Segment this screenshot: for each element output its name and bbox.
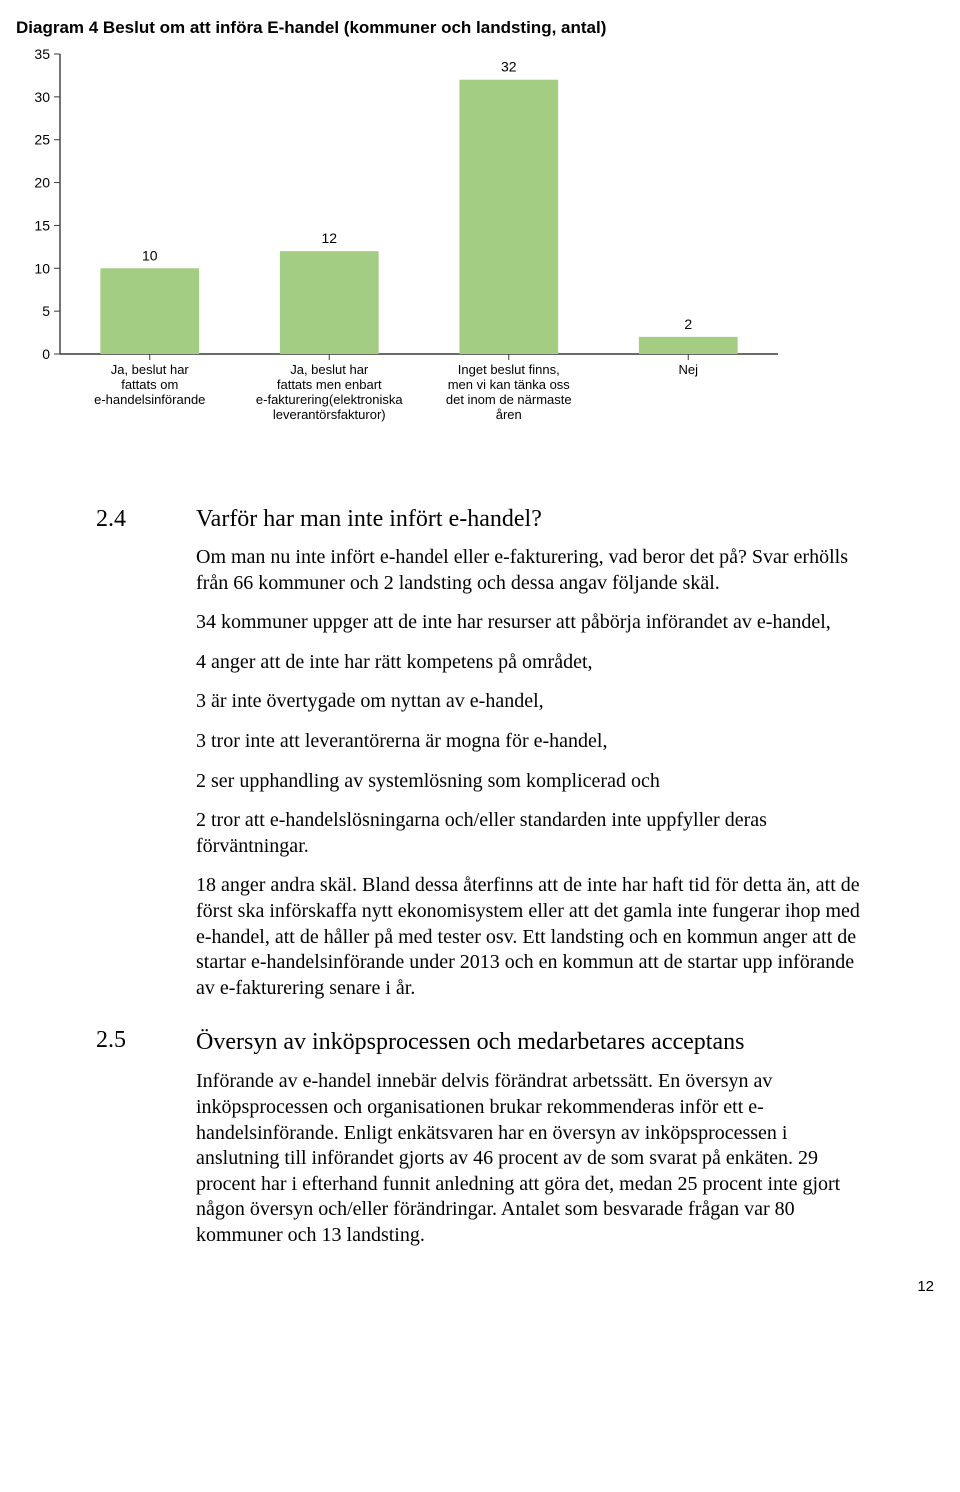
section-title: Varför har man inte infört e-handel? [196,506,864,533]
svg-text:Ja, beslut harfattats men enba: Ja, beslut harfattats men enbarte-faktur… [256,362,403,422]
bar-chart: 0 5 10 15 20 25 30 35 10 Ja, beslut harfattats om… [16,46,796,466]
paragraph: 34 kommuner uppger att de inte har resur… [196,610,864,636]
svg-text:0: 0 [42,346,50,362]
svg-text:Ja, beslut harfattats ome-hand: Ja, beslut harfattats ome-handelsinföran… [94,362,205,407]
paragraph: Införande av e-handel innebär delvis för… [196,1069,864,1248]
svg-text:35: 35 [34,46,50,62]
svg-text:30: 30 [34,89,50,105]
paragraph: 3 är inte övertygade om nyttan av e-hand… [196,689,864,715]
svg-text:Nej: Nej [678,362,698,377]
svg-text:32: 32 [501,59,517,75]
paragraph: 18 anger andra skäl. Bland dessa återfin… [196,873,864,1001]
svg-text:Inget beslut finns,men vi kan: Inget beslut finns,men vi kan tänka ossd… [446,362,572,422]
paragraph: 3 tror inte att leverantörerna är mogna … [196,729,864,755]
svg-text:10: 10 [142,247,158,263]
diagram-title: Diagram 4 Beslut om att införa E-handel … [16,18,864,38]
chart-container: 0 5 10 15 20 25 30 35 10 Ja, beslut harfattats om… [16,46,864,466]
section-number: 2.4 [96,506,196,533]
paragraph: 4 anger att de inte har rätt kompetens p… [196,650,864,676]
svg-text:10: 10 [34,260,50,276]
section-2-5-body: Införande av e-handel innebär delvis för… [196,1069,864,1248]
svg-text:20: 20 [34,175,50,191]
svg-text:5: 5 [42,303,50,319]
section-title: Översyn av inköpsprocessen och medarbeta… [196,1027,864,1057]
section-number: 2.5 [96,1027,196,1057]
section-2-4-body: Om man nu inte infört e-handel eller e-f… [196,545,864,1001]
page-number: 12 [96,1278,934,1295]
paragraph: 2 tror att e-handelslösningarna och/elle… [196,808,864,859]
svg-text:15: 15 [34,217,50,233]
section-2-5-heading: 2.5 Översyn av inköpsprocessen och medar… [96,1027,864,1057]
paragraph: 2 ser upphandling av systemlösning som k… [196,769,864,795]
paragraph: Om man nu inte infört e-handel eller e-f… [196,545,864,596]
section-2-4-heading: 2.4 Varför har man inte infört e-handel? [96,506,864,533]
svg-text:2: 2 [684,316,692,332]
svg-text:12: 12 [321,230,337,246]
svg-text:25: 25 [34,132,50,148]
